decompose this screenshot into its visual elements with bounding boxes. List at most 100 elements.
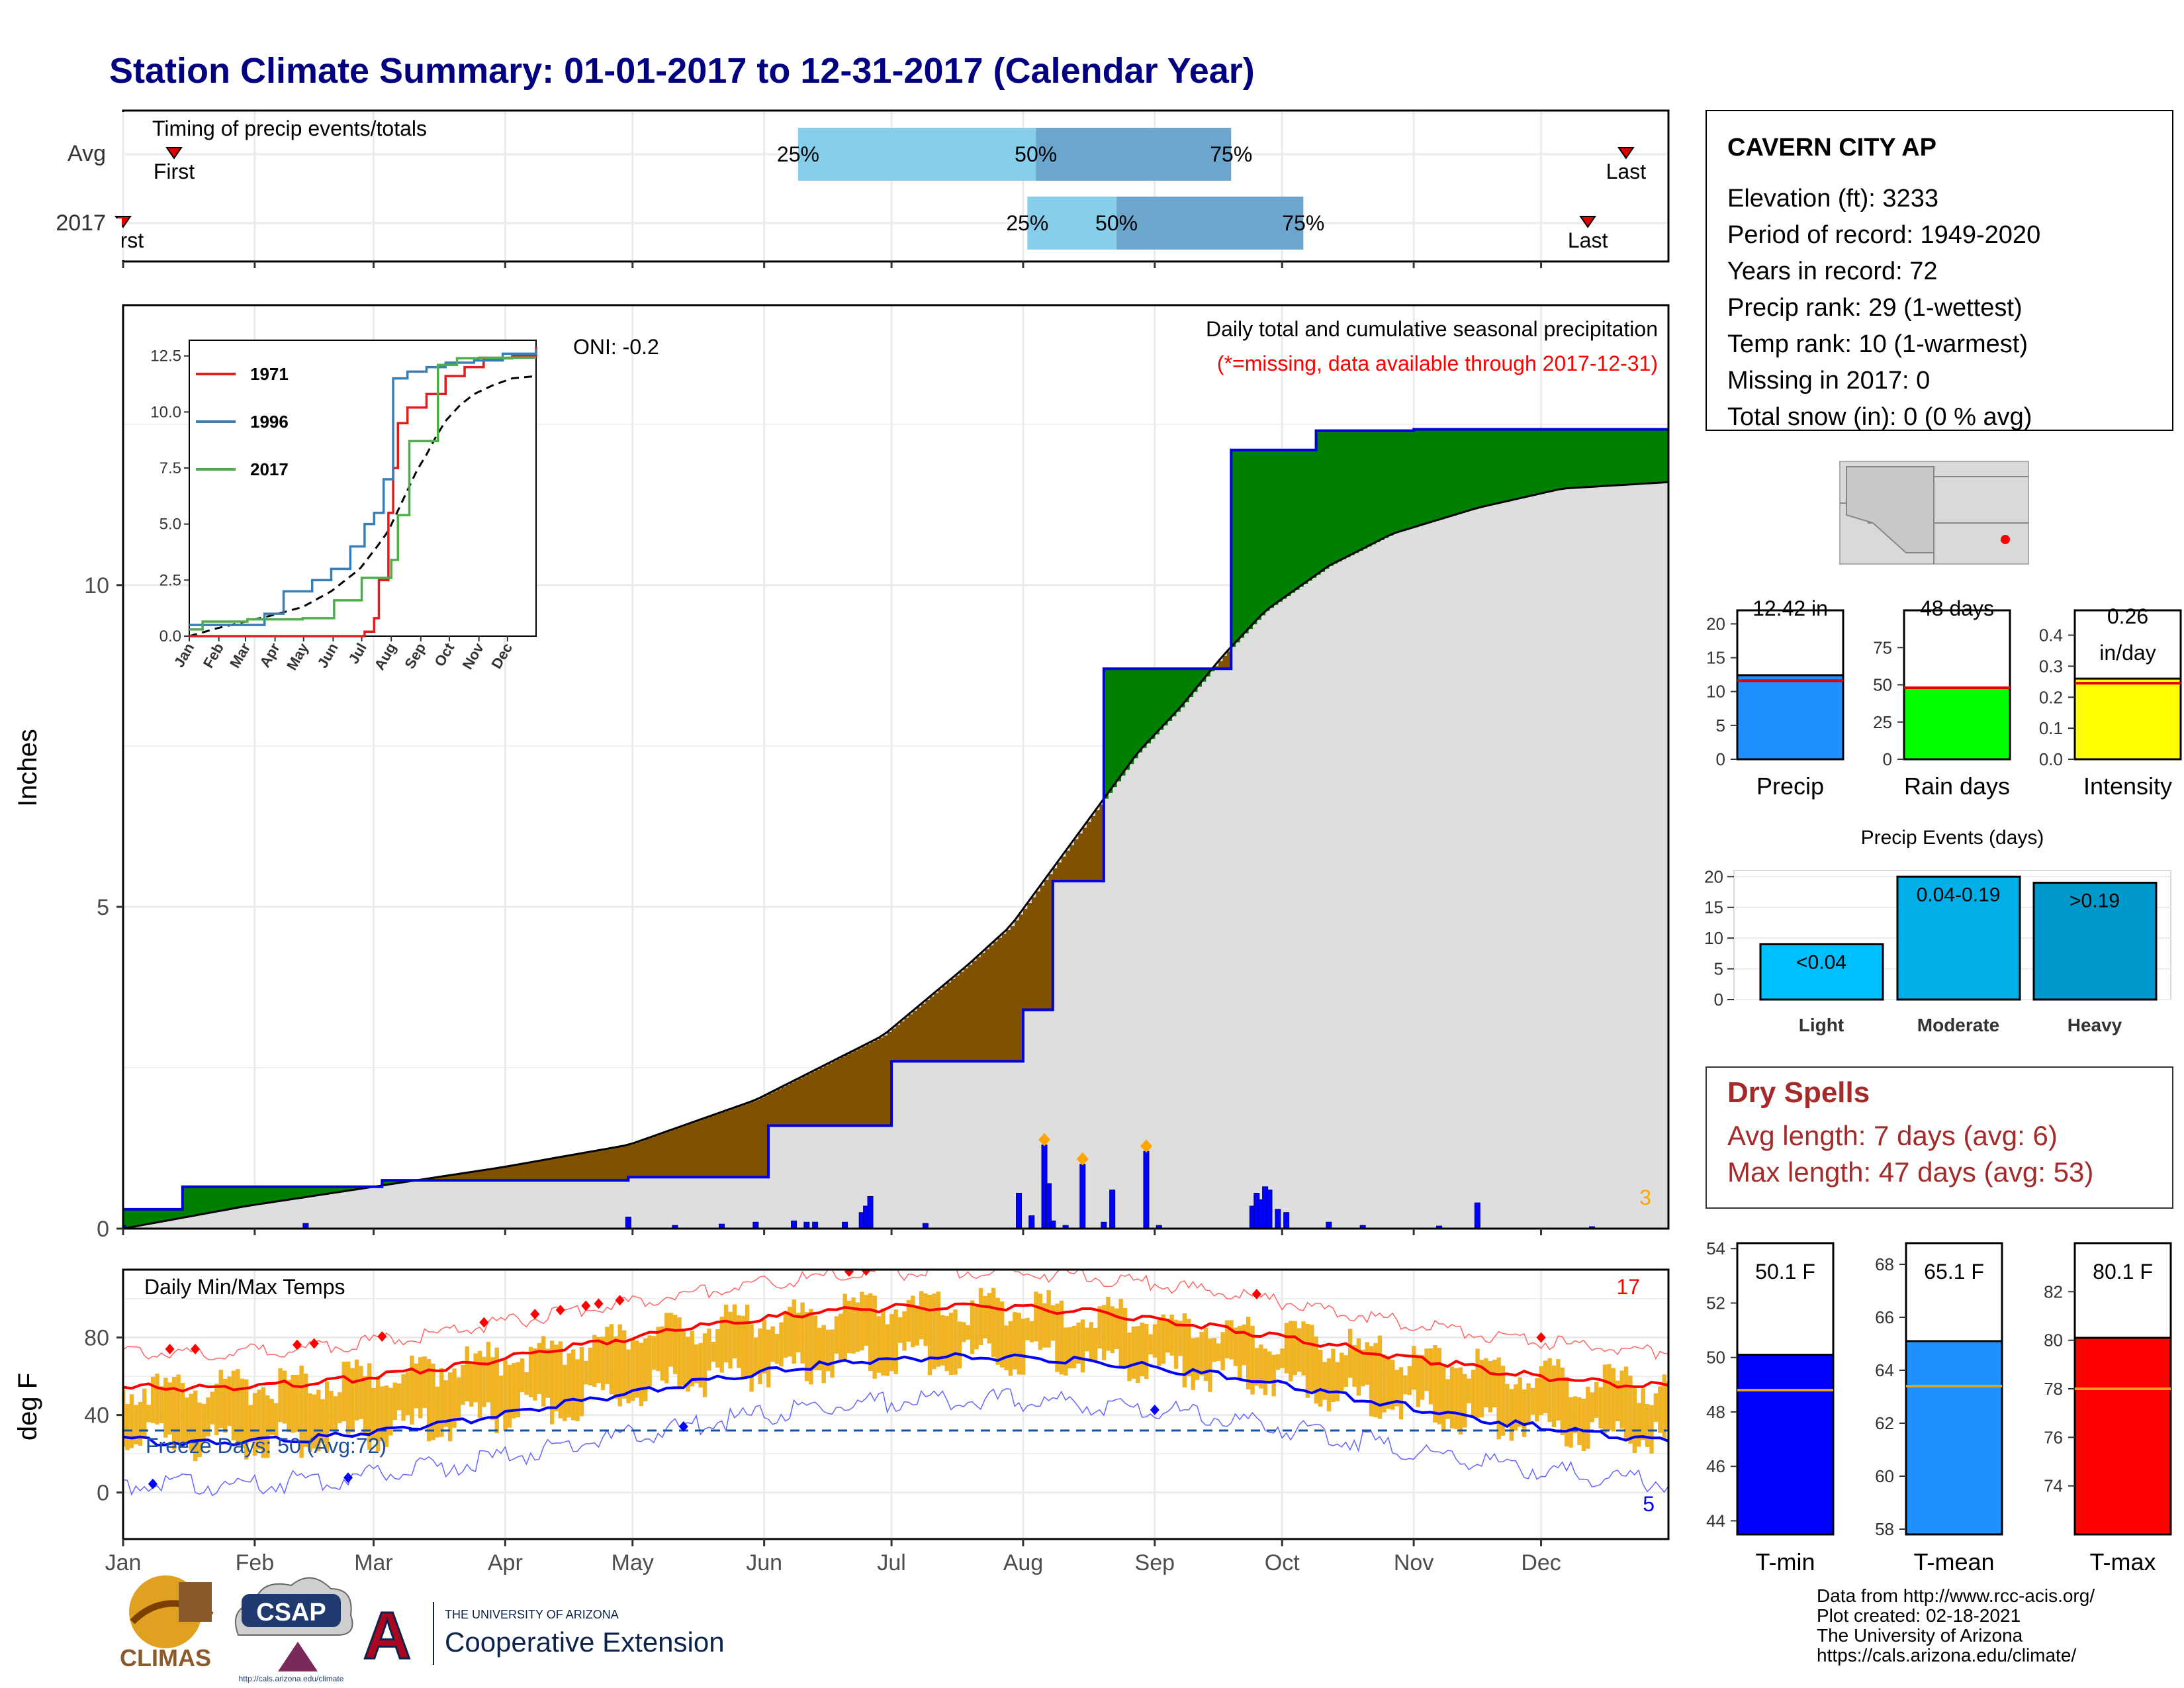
- above-average-fill: [1609, 429, 1614, 486]
- map-state-outline: [1846, 466, 1934, 553]
- daily-temp-bar: [193, 1390, 198, 1462]
- above-average-fill: [1567, 429, 1572, 489]
- temp-bar-value: 50.1 F: [1755, 1260, 1815, 1284]
- daily-temp-bar: [261, 1387, 266, 1458]
- events-bar-label: <0.04: [1796, 951, 1846, 973]
- below-average-fill: [709, 1116, 714, 1178]
- above-average-fill: [1298, 449, 1304, 587]
- daily-temp-bar: [770, 1326, 775, 1362]
- below-average-fill: [755, 1100, 760, 1178]
- daily-temp-bar: [596, 1336, 601, 1383]
- daily-temp-bar: [1250, 1325, 1255, 1395]
- daily-temp-bar: [1496, 1357, 1501, 1440]
- below-average-fill: [904, 1017, 909, 1062]
- daily-temp-bar: [558, 1341, 563, 1419]
- daily-temp-bar: [1115, 1308, 1119, 1349]
- daily-temp-bar: [312, 1394, 317, 1449]
- last-event-marker: [1617, 147, 1635, 160]
- temp-bar-tick-label: 44: [1706, 1511, 1725, 1530]
- daily-temp-bar: [410, 1355, 414, 1425]
- above-average-fill: [1354, 430, 1359, 553]
- daily-temp-bar: [447, 1372, 453, 1442]
- station-info-line: Missing in 2017: 0: [1727, 367, 1930, 395]
- daily-temp-bar: [1042, 1303, 1047, 1348]
- above-average-fill: [173, 1209, 179, 1219]
- above-average-fill: [1613, 429, 1618, 486]
- record-high-marker: [594, 1298, 604, 1309]
- precip-y-tick-label: 10: [84, 573, 109, 598]
- month-label: Mar: [354, 1550, 393, 1575]
- daily-temp-bar: [320, 1399, 325, 1444]
- summary-bar-value: in/day: [2099, 641, 2156, 665]
- above-average-fill: [1154, 669, 1160, 735]
- above-average-fill: [275, 1186, 281, 1202]
- above-average-fill: [343, 1186, 349, 1192]
- daily-temp-bar: [825, 1329, 831, 1372]
- daily-temp-bar: [668, 1313, 673, 1367]
- temp-bar-tick-label: 58: [1875, 1519, 1894, 1539]
- heavy-precip-marker: [1038, 1133, 1051, 1147]
- daily-temp-bar: [252, 1393, 257, 1456]
- daily-temp-bar: [1628, 1376, 1633, 1444]
- above-average-fill: [1592, 429, 1597, 487]
- below-average-fill: [1044, 880, 1050, 1010]
- events-bar-label: >0.19: [2070, 890, 2120, 912]
- daily-temp-bar: [473, 1353, 478, 1403]
- below-average-fill: [577, 1154, 582, 1181]
- daily-temp-bar: [269, 1399, 274, 1435]
- above-average-fill: [1447, 429, 1453, 517]
- daily-temp-bar: [273, 1403, 279, 1439]
- daily-temp-bar: [123, 1389, 126, 1447]
- daily-temp-bar: [1280, 1348, 1285, 1368]
- daily-temp-bar: [1289, 1321, 1293, 1382]
- above-average-fill: [1477, 429, 1482, 508]
- daily-temp-bar: [338, 1392, 342, 1424]
- daily-temp-bar: [1021, 1318, 1026, 1375]
- above-average-fill: [1405, 430, 1410, 530]
- daily-temp-bar: [1428, 1348, 1433, 1405]
- daily-temp-bar: [524, 1372, 529, 1395]
- daily-temp-bar: [392, 1382, 397, 1421]
- daily-temp-bar: [308, 1393, 312, 1452]
- daily-temp-bar: [630, 1339, 635, 1401]
- daily-temp-bar: [1013, 1312, 1017, 1370]
- above-average-fill: [250, 1186, 255, 1206]
- above-average-fill: [1269, 449, 1275, 608]
- above-average-fill: [1240, 449, 1245, 638]
- above-average-fill: [212, 1186, 217, 1213]
- daily-temp-bar: [839, 1313, 843, 1362]
- timing-panel: Timing of precip events/totals Avg 2017 …: [0, 109, 1670, 263]
- daily-temp-bar: [1220, 1332, 1225, 1371]
- daily-temp-bar: [855, 1302, 860, 1352]
- daily-temp-bar: [1284, 1323, 1289, 1374]
- above-average-fill: [1324, 430, 1330, 569]
- above-average-fill: [1261, 449, 1266, 616]
- below-average-fill: [1218, 661, 1224, 669]
- above-average-fill: [1277, 449, 1283, 602]
- observed-cumulative-line: [123, 428, 1668, 1211]
- summary-bar-tick-label: 5: [1716, 716, 1725, 735]
- below-average-fill: [1091, 816, 1096, 882]
- temp-y-axis: 0 40 80: [84, 1325, 123, 1506]
- daily-temp-bar: [265, 1395, 270, 1458]
- above-average-fill: [289, 1186, 294, 1200]
- daily-temp-bar: [995, 1297, 1000, 1365]
- daily-temp-bar: [1377, 1335, 1383, 1419]
- below-average-fill: [679, 1127, 684, 1178]
- above-average-fill: [1481, 429, 1486, 507]
- footer-line: Data from http://www.rcc-acis.org/: [1817, 1585, 2095, 1606]
- daily-temp-bar: [681, 1329, 686, 1386]
- daily-temp-bar: [125, 1404, 130, 1450]
- below-average-fill: [823, 1065, 829, 1126]
- daily-temp-bar: [1433, 1344, 1437, 1423]
- events-y-tick-label: 0: [1714, 990, 1723, 1009]
- daily-temp-bar: [677, 1317, 682, 1388]
- below-average-fill: [674, 1128, 680, 1178]
- dry-spells-box: Dry Spells Avg length: 7 days (avg: 6) M…: [1706, 1066, 2173, 1209]
- above-average-fill: [1379, 430, 1385, 540]
- below-average-fill: [870, 1042, 876, 1126]
- below-average-fill: [1061, 857, 1066, 882]
- below-average-fill: [1057, 862, 1062, 882]
- dry-spells-max: Max length: 47 days (avg: 53): [1727, 1156, 2093, 1188]
- daily-temp-bar: [1055, 1303, 1060, 1372]
